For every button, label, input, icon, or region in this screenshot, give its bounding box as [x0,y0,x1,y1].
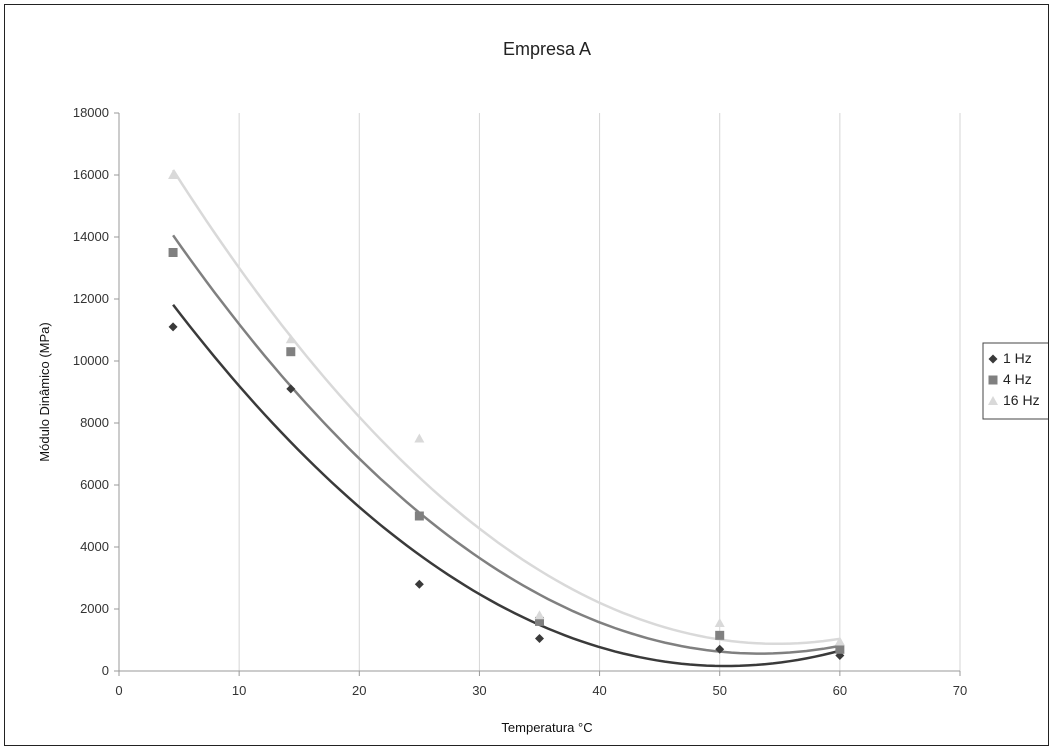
legend-marker [988,375,998,385]
y-tick-label: 18000 [73,105,109,120]
x-tick-label: 10 [232,683,246,698]
y-tick-label: 2000 [80,601,109,616]
data-point [535,633,544,643]
data-point [715,630,725,640]
x-tick-label: 0 [115,683,122,698]
data-point [414,511,424,521]
x-tick-label: 30 [472,683,486,698]
y-tick-label: 0 [102,663,109,678]
trendline-4-hz [172,234,841,655]
data-point [286,347,296,357]
x-axis-title: Temperatura °C [501,720,592,735]
legend-label: 16 Hz [1003,392,1040,408]
data-point [834,636,845,646]
y-tick-label: 4000 [80,539,109,554]
y-tick-label: 12000 [73,291,109,306]
legend-marker [988,354,998,364]
data-point [168,170,179,179]
chart-svg: Empresa A 0 2000 4000 6000 8000 10000 12000 1400… [37,39,1048,735]
x-tick-label: 60 [833,683,847,698]
legend-label: 1 Hz [1003,350,1032,366]
trendline-16-hz [172,169,841,646]
data-point [414,579,424,589]
data-point [835,644,845,654]
x-tick-label: 70 [953,683,967,698]
y-tick-label: 8000 [80,415,109,430]
y-tick-label: 6000 [80,477,109,492]
y-axis-title: Módulo Dinâmico (MPa) [37,322,52,461]
x-tick-label: 40 [592,683,606,698]
data-point [715,644,725,654]
y-tick-label: 14000 [73,229,109,244]
data-point [414,433,425,443]
legend-marker [988,396,998,405]
legend-label: 4 Hz [1003,371,1032,387]
data-point [168,248,178,257]
x-tick-label: 50 [712,683,726,698]
data-point [714,617,725,627]
data-point [534,610,545,620]
trendline-1-hz [172,303,841,668]
y-tick-label: 10000 [73,353,109,368]
data-point [168,322,178,332]
chart-title: Empresa A [503,39,591,59]
chart-frame: Empresa A 0 2000 4000 6000 8000 10000 12000 1400… [4,4,1049,746]
x-tick-label: 20 [352,683,366,698]
data-point [535,616,544,626]
data-point [286,384,296,394]
y-tick-label: 16000 [73,167,109,182]
data-point [285,334,296,344]
